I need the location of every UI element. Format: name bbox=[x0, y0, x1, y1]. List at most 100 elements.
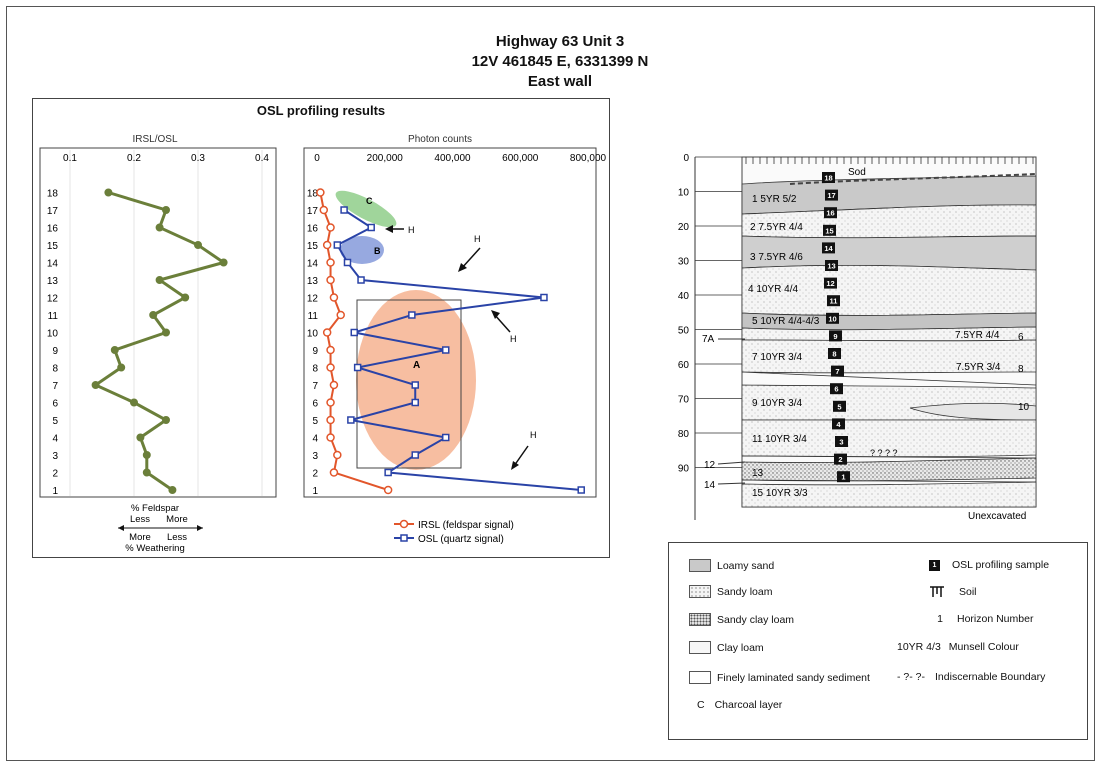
loamy-sand-label: Loamy sand bbox=[717, 559, 775, 572]
h-arrow-2: H bbox=[458, 234, 481, 272]
legend-clay-loam: Clay loam bbox=[689, 641, 764, 654]
scale-arrow-right-head bbox=[197, 525, 203, 531]
osl-point bbox=[350, 328, 359, 337]
h-label-1: H bbox=[408, 225, 415, 235]
soil-label: Soil bbox=[959, 585, 977, 598]
laminated-swatch bbox=[689, 671, 711, 684]
osl-sample-number: 15 bbox=[825, 226, 833, 235]
osl-sample-marker bbox=[826, 312, 839, 324]
osl-point bbox=[367, 223, 375, 232]
legend-sandy-clay-loam: Sandy clay loam bbox=[689, 613, 794, 626]
irsl-point bbox=[336, 310, 345, 320]
chart2-y-tick: 15 bbox=[307, 241, 319, 252]
chart1-y-tick: 2 bbox=[52, 469, 58, 480]
ratio-point bbox=[110, 346, 119, 354]
boundary-key: - ?- ?- bbox=[897, 671, 926, 683]
soil-symbol-icon bbox=[930, 586, 944, 597]
osl-sample-number: 13 bbox=[827, 262, 835, 271]
osl-point bbox=[441, 433, 450, 442]
chart2-y-tick: 4 bbox=[312, 434, 318, 445]
chart2-y-tick: 11 bbox=[308, 311, 319, 322]
osl-sample-number: 1 bbox=[841, 473, 845, 482]
chart2-x-tick: 0 bbox=[314, 153, 320, 164]
chart1-y-tick: 8 bbox=[52, 364, 58, 375]
chart1-y-tick: 7 bbox=[52, 381, 58, 392]
osl-sample-number: 8 bbox=[832, 350, 836, 359]
osl-point bbox=[577, 486, 585, 494]
h-arrow-1: H bbox=[385, 225, 415, 235]
chart1-plot-frame bbox=[39, 147, 277, 498]
depth-tick-label: 10 bbox=[678, 188, 690, 199]
chart2-y-tick: 6 bbox=[312, 399, 318, 410]
annotation-b: B bbox=[374, 246, 381, 256]
osl-point bbox=[357, 276, 365, 284]
chart1-y-tick: 16 bbox=[47, 224, 59, 235]
chart1-y-tick: 18 bbox=[47, 189, 59, 200]
sandy-clay-loam-swatch bbox=[689, 613, 711, 626]
ratio-point bbox=[104, 188, 113, 197]
osl-sample-number: 6 bbox=[834, 385, 838, 394]
osl-sample-marker bbox=[835, 436, 848, 447]
chart1-y-tick: 4 bbox=[52, 434, 58, 445]
horizon-13-label: 13 bbox=[752, 468, 764, 479]
horizon-7a-label: 7A bbox=[702, 334, 715, 345]
horizon-label: Horizon Number bbox=[957, 613, 1034, 625]
boundary-label: ? ? ? ? bbox=[870, 448, 898, 458]
osl-sample-marker bbox=[824, 207, 837, 219]
osl-point bbox=[411, 381, 419, 389]
chart2-title: Photon counts bbox=[408, 134, 472, 145]
chart1-y-tick: 6 bbox=[52, 399, 58, 410]
ratio-point bbox=[142, 451, 151, 459]
chart1-y-tick: 3 bbox=[52, 451, 58, 462]
layer-10-lens bbox=[909, 402, 1037, 421]
osl-point bbox=[441, 346, 450, 354]
chart2-y-tick: 7 bbox=[312, 381, 318, 392]
horizon-3-label: 3 7.5YR 4/6 bbox=[750, 252, 803, 263]
depth-tick-label: 50 bbox=[678, 326, 690, 337]
irsl-point bbox=[326, 345, 335, 355]
irsl-point bbox=[326, 398, 335, 407]
h-arrow-3: H bbox=[491, 310, 517, 344]
chart1-y-tick: 13 bbox=[47, 276, 59, 287]
chart1-y-tick: 12 bbox=[47, 294, 59, 305]
chart1-x-tick: 0.3 bbox=[191, 153, 205, 164]
ratio-point bbox=[136, 433, 145, 442]
osl-point bbox=[343, 258, 352, 267]
figure-title-line2: 12V 461845 E, 6331399 N bbox=[471, 53, 649, 70]
legend-charcoal: C Charcoal layer bbox=[697, 699, 782, 711]
horizon-11-label: 11 10YR 3/4 bbox=[752, 434, 807, 445]
osl-sample-marker bbox=[829, 330, 842, 342]
irsl-point bbox=[326, 275, 335, 285]
osl-point bbox=[384, 468, 392, 477]
osl-sample-number: 4 bbox=[836, 420, 841, 429]
osl-sample-number: 7 bbox=[835, 367, 839, 376]
h-label-3: H bbox=[510, 334, 517, 344]
horizon-6-label: 6 bbox=[1018, 332, 1024, 343]
ratio-point bbox=[162, 206, 170, 214]
ratio-point bbox=[117, 363, 126, 372]
h-label-2: H bbox=[474, 234, 481, 244]
ratio-point bbox=[181, 293, 190, 302]
legend-osl-sample: 1 OSL profiling sample bbox=[929, 559, 1049, 571]
irsl-point bbox=[329, 468, 339, 477]
depth-tick-label: 90 bbox=[678, 464, 690, 475]
chart2-y-tick: 14 bbox=[307, 259, 319, 270]
munsell-label: Munsell Colour bbox=[948, 641, 1019, 653]
sandy-loam-label: Sandy loam bbox=[717, 585, 773, 598]
zone-c-highlight bbox=[335, 190, 397, 228]
legend-soil: Soil bbox=[929, 585, 977, 598]
chart2-y-tick: 8 bbox=[312, 364, 318, 375]
annotation-c: C bbox=[366, 196, 373, 206]
horizon-9-label: 9 10YR 3/4 bbox=[752, 398, 802, 409]
chart1-x-tick: 0.4 bbox=[255, 153, 269, 164]
osl-sample-number: 12 bbox=[826, 279, 834, 288]
osl-sample-marker bbox=[831, 365, 844, 377]
panel-title: OSL profiling results bbox=[256, 103, 386, 118]
chart1-title: IRSL/OSL bbox=[132, 134, 177, 145]
boundary-label: Indiscernable Boundary bbox=[935, 671, 1046, 683]
ratio-point bbox=[149, 311, 158, 319]
depth-tick-label: 40 bbox=[678, 291, 690, 302]
sandy-clay-loam-label: Sandy clay loam bbox=[717, 613, 795, 626]
osl-panel: OSL profiling results bbox=[32, 98, 610, 558]
